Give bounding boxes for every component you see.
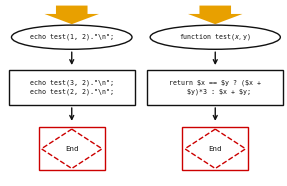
Text: echo test(1, 2)."\n";: echo test(1, 2)."\n";	[30, 34, 114, 40]
FancyBboxPatch shape	[182, 127, 248, 170]
Polygon shape	[44, 6, 99, 24]
FancyBboxPatch shape	[147, 70, 284, 105]
Text: End: End	[208, 146, 222, 152]
Ellipse shape	[150, 25, 280, 49]
Text: End: End	[65, 146, 79, 152]
Text: function test($x, $y): function test($x, $y)	[179, 32, 251, 42]
Polygon shape	[188, 6, 243, 24]
FancyBboxPatch shape	[9, 70, 135, 105]
Ellipse shape	[11, 25, 132, 49]
FancyBboxPatch shape	[39, 127, 105, 170]
Text: echo test(3, 2)."\n";
echo test(2, 2)."\n";: echo test(3, 2)."\n"; echo test(2, 2)."\…	[30, 80, 114, 95]
Text: return $x == $y ? ($x +
  $y)*3 : $x + $y;: return $x == $y ? ($x + $y)*3 : $x + $y;	[169, 80, 261, 95]
